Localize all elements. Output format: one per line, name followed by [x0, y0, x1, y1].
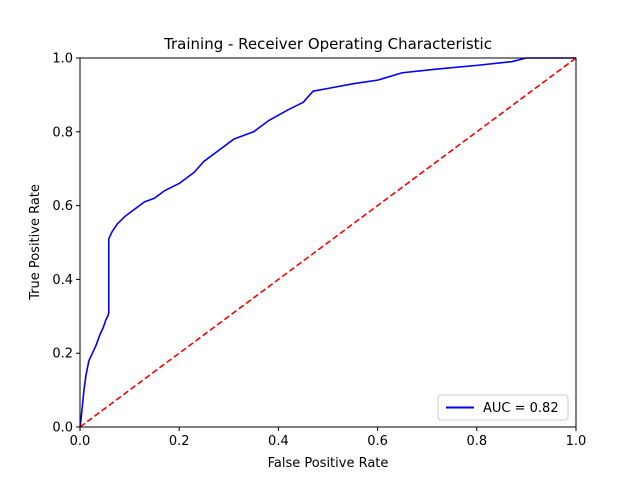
y-tick-label: 0.8 — [52, 125, 73, 140]
y-tick-label: 0.0 — [52, 421, 73, 436]
series-layer — [79, 57, 577, 428]
x-tick-label: 1.0 — [566, 434, 587, 449]
x-tick-label: 0.0 — [70, 434, 91, 449]
chart-title: Training - Receiver Operating Characteri… — [163, 35, 492, 53]
legend: AUC = 0.82 — [437, 394, 569, 421]
x-axis-label: False Positive Rate — [268, 456, 389, 471]
roc-curve-line — [79, 57, 576, 428]
plot-frame — [79, 57, 577, 428]
y-axis-ticks: 0.0 0.2 0.4 0.6 0.8 1.0 — [52, 52, 80, 436]
y-tick-label: 0.2 — [52, 347, 73, 362]
y-tick-label: 0.6 — [52, 199, 73, 214]
chance-diagonal-line — [79, 57, 577, 428]
legend-box — [437, 394, 569, 421]
x-tick-label: 0.2 — [169, 434, 190, 449]
y-tick-label: 0.4 — [52, 273, 73, 288]
legend-label: AUC = 0.82 — [483, 401, 559, 416]
y-tick-label: 1.0 — [52, 52, 73, 67]
x-axis-ticks: 0.0 0.2 0.4 0.6 0.8 1.0 — [70, 427, 587, 449]
x-tick-label: 0.4 — [268, 434, 289, 449]
x-tick-label: 0.8 — [466, 434, 487, 449]
y-axis-label: True Positive Rate — [28, 184, 43, 301]
x-tick-label: 0.6 — [367, 434, 388, 449]
